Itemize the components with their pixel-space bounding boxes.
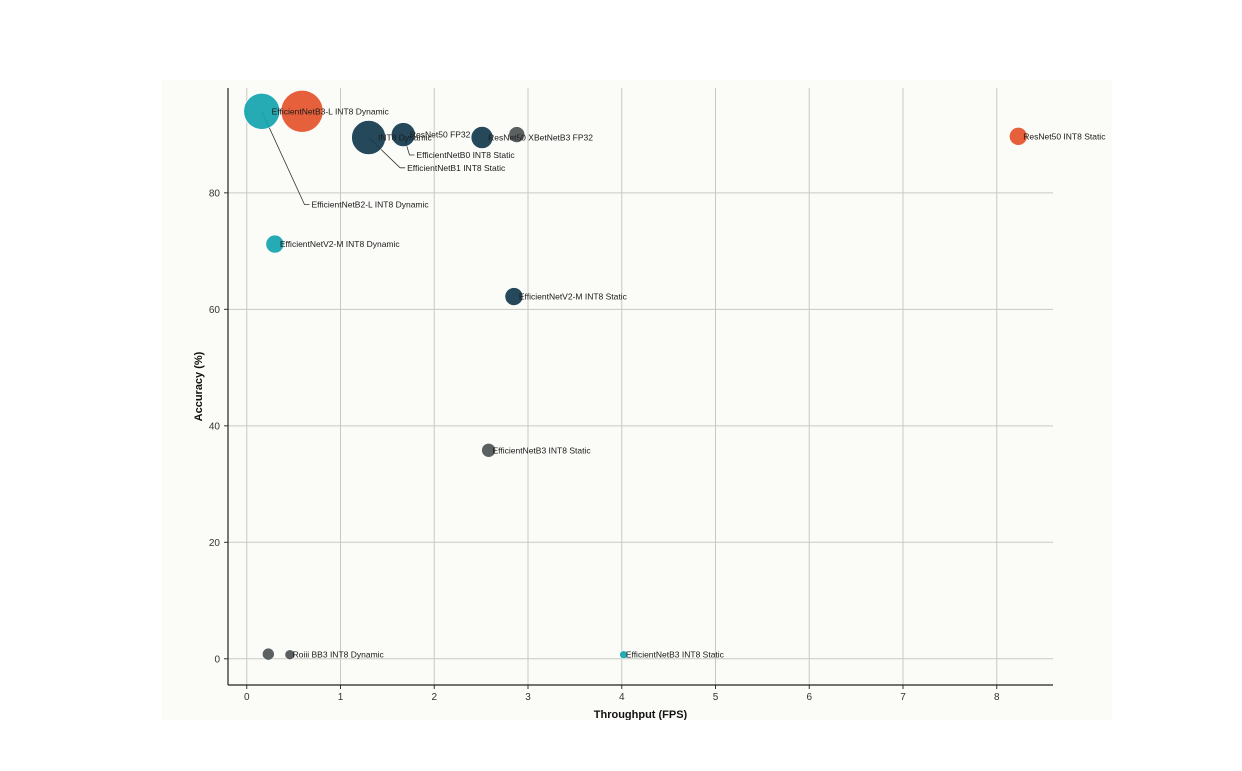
callout-label: EfficientNetB2-L INT8 Dynamic xyxy=(312,199,430,209)
data-point xyxy=(504,287,524,306)
x-tick-label: 6 xyxy=(806,692,812,703)
data-points xyxy=(243,89,1028,661)
y-tick-label: 80 xyxy=(209,188,221,199)
x-axis-title: Throughput (FPS) xyxy=(594,709,688,720)
point-label: EfficientNetV2-M INT8 Static xyxy=(519,292,628,302)
point-label: EfficientNetB3-L INT8 Dynamic xyxy=(272,106,390,116)
point-label: EfficientNetV2-M INT8 Dynamic xyxy=(280,239,401,249)
point-label: INT8 Dynamic xyxy=(378,133,433,143)
point-label: EfficientNetB3 INT8 Static xyxy=(626,650,725,660)
x-tick-label: 4 xyxy=(619,692,625,703)
x-tick-label: 8 xyxy=(994,692,1000,703)
point-label: Roiii BB3 INT8 Dynamic xyxy=(293,650,385,660)
data-point xyxy=(265,234,285,254)
data-point xyxy=(619,650,628,660)
point-label: ResNet50 FP32 xyxy=(410,130,471,140)
data-point xyxy=(351,120,386,155)
x-tick-label: 2 xyxy=(431,692,437,703)
point-labels: EfficientNetB3-L INT8 Dynamic ResNet50 FP… xyxy=(272,106,1107,659)
data-point xyxy=(243,92,281,130)
data-point xyxy=(470,126,494,149)
leader-lines xyxy=(261,111,415,205)
y-tick-label: 20 xyxy=(209,538,221,549)
x-tick-label: 5 xyxy=(713,692,719,703)
data-point xyxy=(284,649,296,661)
data-point xyxy=(481,442,496,458)
data-point xyxy=(391,122,416,147)
axes xyxy=(224,88,1053,689)
y-tick-label: 40 xyxy=(209,421,221,432)
y-tick-label: 0 xyxy=(214,654,220,665)
y-axis-title: Accuracy (%) xyxy=(193,351,205,421)
x-tick-label: 1 xyxy=(338,692,344,703)
x-tick-label: 3 xyxy=(525,692,531,703)
data-point xyxy=(508,126,526,143)
grid-lines xyxy=(228,88,1053,685)
x-tick-label: 7 xyxy=(900,692,906,703)
point-label: ResNet50 INT8 Static xyxy=(1023,131,1106,141)
leader-line xyxy=(261,111,310,205)
point-label: EfficientNetB3 INT8 Static xyxy=(492,445,591,455)
callout-label: EfficientNetB0 INT8 Static xyxy=(417,150,516,160)
chart-panel: 0 1 2 3 4 5 6 7 8 0 20 40 60 80 EfficientNetB3-L INT8… xyxy=(162,80,1112,720)
callout-label: EfficientNetB1 INT8 Static xyxy=(407,163,506,173)
point-label: ResNet50 XBetNetB3 FP32 xyxy=(488,133,593,143)
y-tick-label: 60 xyxy=(209,305,221,316)
data-point xyxy=(280,89,324,133)
x-tick-label: 0 xyxy=(244,692,250,703)
data-point xyxy=(1009,127,1028,146)
data-point xyxy=(262,647,275,661)
